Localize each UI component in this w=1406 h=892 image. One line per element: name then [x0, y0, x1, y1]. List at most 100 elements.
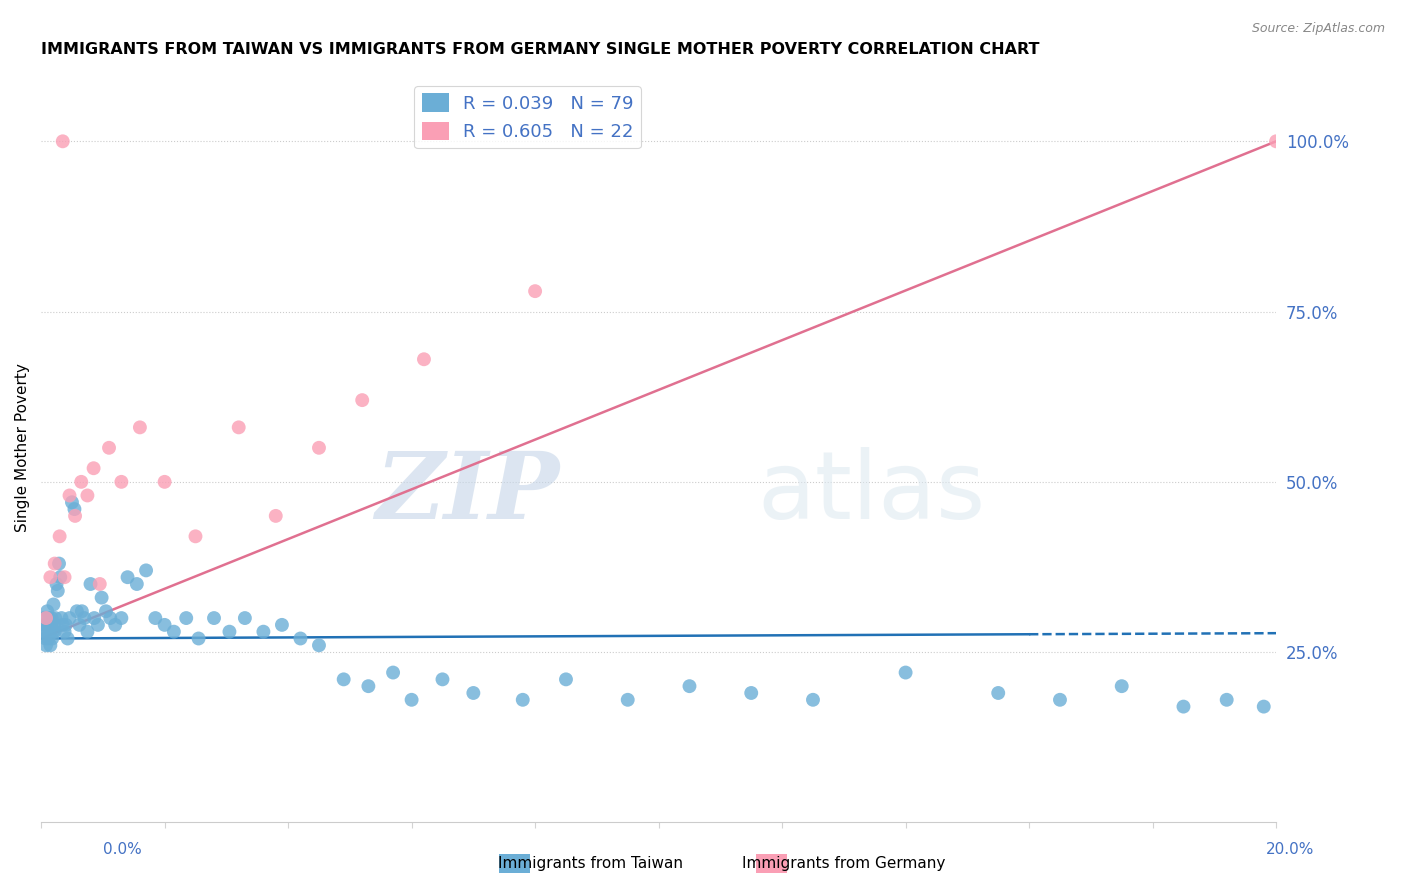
- Point: [252, 624, 274, 639]
- Point: [432, 673, 454, 687]
- Point: [49, 570, 72, 584]
- Point: [90, 591, 112, 605]
- Point: [1173, 699, 1195, 714]
- Point: [98, 441, 121, 455]
- Point: [125, 577, 148, 591]
- Point: [94, 604, 117, 618]
- Point: [1253, 699, 1275, 714]
- Point: [45, 577, 67, 591]
- Point: [42, 598, 65, 612]
- Point: [58, 488, 80, 502]
- Point: [218, 624, 240, 639]
- Point: [39, 570, 62, 584]
- Point: [1265, 134, 1288, 148]
- Point: [117, 570, 139, 584]
- Point: [38, 611, 60, 625]
- Point: [129, 420, 152, 434]
- Point: [32, 624, 55, 639]
- Point: [63, 502, 86, 516]
- Point: [290, 632, 312, 646]
- Point: [42, 624, 65, 639]
- Point: [67, 618, 90, 632]
- Point: [46, 583, 69, 598]
- Point: [110, 475, 132, 489]
- Point: [357, 679, 380, 693]
- Point: [463, 686, 485, 700]
- Point: [55, 618, 77, 632]
- Point: [44, 611, 66, 625]
- Y-axis label: Single Mother Poverty: Single Mother Poverty: [15, 363, 30, 533]
- Point: [60, 495, 83, 509]
- Point: [37, 618, 59, 632]
- Point: [413, 352, 436, 367]
- Point: [87, 618, 110, 632]
- Point: [555, 673, 578, 687]
- Point: [39, 638, 62, 652]
- Point: [987, 686, 1010, 700]
- Point: [56, 632, 79, 646]
- Text: atlas: atlas: [758, 447, 986, 539]
- Legend: R = 0.039   N = 79, R = 0.605   N = 22: R = 0.039 N = 79, R = 0.605 N = 22: [415, 86, 641, 148]
- Text: Source: ZipAtlas.com: Source: ZipAtlas.com: [1251, 22, 1385, 36]
- Point: [53, 570, 76, 584]
- Point: [63, 508, 86, 523]
- Point: [53, 624, 76, 639]
- Point: [801, 693, 824, 707]
- Point: [352, 393, 374, 408]
- Point: [76, 488, 98, 502]
- Text: Immigrants from Germany: Immigrants from Germany: [742, 856, 945, 871]
- Point: [58, 611, 80, 625]
- Point: [70, 604, 93, 618]
- Point: [39, 618, 62, 632]
- Point: [52, 618, 75, 632]
- Point: [308, 441, 330, 455]
- Point: [524, 284, 547, 298]
- Point: [163, 624, 186, 639]
- Point: [79, 577, 101, 591]
- Point: [89, 577, 111, 591]
- Point: [1215, 693, 1237, 707]
- Point: [616, 693, 638, 707]
- Point: [42, 618, 65, 632]
- Point: [153, 475, 176, 489]
- Text: Immigrants from Taiwan: Immigrants from Taiwan: [498, 856, 683, 871]
- Point: [98, 611, 121, 625]
- Point: [233, 611, 256, 625]
- Point: [76, 624, 98, 639]
- Point: [135, 563, 157, 577]
- Point: [678, 679, 700, 693]
- Point: [174, 611, 197, 625]
- Point: [44, 557, 66, 571]
- Point: [70, 475, 93, 489]
- Point: [1049, 693, 1071, 707]
- Point: [41, 632, 63, 646]
- Point: [512, 693, 534, 707]
- Text: IMMIGRANTS FROM TAIWAN VS IMMIGRANTS FROM GERMANY SINGLE MOTHER POVERTY CORRELAT: IMMIGRANTS FROM TAIWAN VS IMMIGRANTS FRO…: [41, 42, 1039, 57]
- Point: [37, 604, 59, 618]
- Point: [187, 632, 209, 646]
- Point: [73, 611, 96, 625]
- Point: [1111, 679, 1133, 693]
- Point: [308, 638, 330, 652]
- Point: [35, 624, 58, 639]
- Point: [66, 604, 89, 618]
- Point: [35, 638, 58, 652]
- Point: [401, 693, 423, 707]
- Point: [52, 134, 75, 148]
- Point: [332, 673, 354, 687]
- Point: [38, 624, 60, 639]
- Point: [740, 686, 762, 700]
- Point: [184, 529, 207, 543]
- Point: [38, 632, 60, 646]
- Point: [382, 665, 405, 680]
- Point: [894, 665, 917, 680]
- Point: [228, 420, 250, 434]
- Point: [35, 611, 58, 625]
- Point: [110, 611, 132, 625]
- Point: [34, 618, 56, 632]
- Point: [34, 632, 56, 646]
- Point: [104, 618, 127, 632]
- Point: [264, 508, 287, 523]
- Point: [202, 611, 225, 625]
- Point: [143, 611, 166, 625]
